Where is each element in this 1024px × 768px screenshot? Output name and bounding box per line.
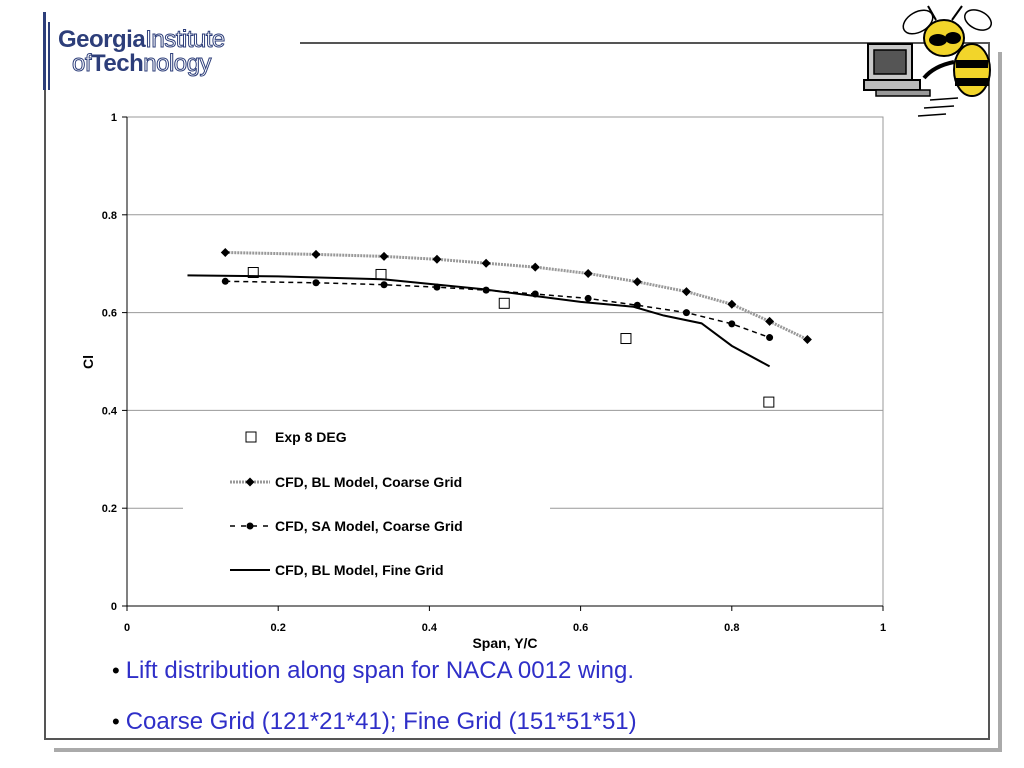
logo-nology: nology [143,50,212,78]
frame-left-line [44,88,46,740]
bullet-text-1: Lift distribution along span for NACA 00… [125,657,635,684]
legend-entry: CFD, BL Model, Coarse Grid [230,474,462,490]
data-point-diamond [765,316,775,326]
data-point-circle [766,334,774,342]
frame-right-line [988,42,990,740]
legend-box [183,418,550,588]
logo-tech: Tech [91,50,144,77]
data-point-circle [380,281,388,289]
y-tick-label: 0 [111,601,117,613]
legend-entry: Exp 8 DEG [245,429,347,445]
series-line [187,274,771,368]
data-point-square [247,267,259,279]
y-axis-label: Cl [80,355,96,369]
legend-entry: CFD, SA Model, Coarse Grid [230,518,463,534]
series-layer [187,247,812,408]
data-point-square [245,431,257,443]
data-point-diamond [245,477,255,487]
data-point-diamond [583,268,593,278]
series-dashed-circle [221,277,774,342]
bullet-item-2: • Coarse Grid (121*21*41); Fine Grid (151… [112,708,637,736]
y-tick-label: 1 [111,112,117,124]
axes: 0 0.2 0.4 0.6 0.8 1 0 0.2 0.4 0.6 0.8 1 [102,112,886,634]
bullet-text-2: Coarse Grid (121*21*41); Fine Grid (151*… [125,708,637,735]
data-point-diamond [802,334,812,344]
legend-label: Exp 8 DEG [275,429,347,445]
georgia-tech-logo: GeorgiaInstitute ofTechnology [40,4,310,92]
data-point-square [763,396,775,408]
logo-georgia: Georgia [58,26,146,53]
x-tick-label: 0.2 [271,622,286,634]
legend-label: CFD, BL Model, Fine Grid [275,562,444,578]
series-solid [187,274,771,368]
data-point-diamond [727,299,737,309]
bullet-dot-icon: • [112,709,120,734]
data-point-diamond [220,247,230,257]
data-point-diamond [481,258,491,268]
y-tick-label: 0.2 [102,503,117,515]
x-tick-label: 0.8 [724,622,739,634]
legend-label: CFD, BL Model, Coarse Grid [275,474,462,490]
frame-top-line [300,42,990,44]
data-point-square [375,268,387,280]
frame-bottom-line [44,738,990,740]
data-point-circle [682,309,690,317]
series-line [225,250,809,341]
x-axis-label: Span, Y/C [472,635,537,651]
data-point-diamond [311,249,321,259]
data-point-square [620,333,632,345]
x-tick-label: 0.6 [573,622,588,634]
logo-institute: Institute [145,26,226,54]
legend-entry: CFD, BL Model, Fine Grid [230,562,444,578]
y-tick-label: 0.4 [102,405,118,417]
data-point-diamond [379,251,389,261]
data-point-circle [246,522,254,530]
data-point-circle [221,277,229,285]
x-tick-label: 0 [124,622,130,634]
data-point-diamond [681,287,691,297]
bullet-dot-icon: • [112,658,120,683]
y-tick-label: 0.8 [102,210,117,222]
series-open-square [247,267,775,408]
yellow-jacket-at-computer-icon [863,5,992,117]
data-point-diamond [432,254,442,264]
data-point-square [498,297,510,309]
logo-of: of [71,50,92,78]
y-tick-label: 0.6 [102,308,117,320]
data-point-circle [312,279,320,287]
legend: Exp 8 DEG CFD, BL Model, Coarse Grid CFD, … [183,418,550,588]
gt-tower-icon [43,12,50,90]
x-tick-label: 0.4 [422,622,438,634]
legend-label: CFD, SA Model, Coarse Grid [275,518,463,534]
bullet-item-1: • Lift distribution along span for NACA 0… [112,657,634,685]
data-point-diamond [530,262,540,272]
series-dotted-diamond [220,247,812,344]
frame-shadow-right [998,52,1002,750]
data-point-circle [728,320,736,328]
data-point-circle [584,294,592,302]
data-point-diamond [632,277,642,287]
frame-shadow-bottom [54,748,1002,752]
x-tick-label: 1 [880,622,886,634]
